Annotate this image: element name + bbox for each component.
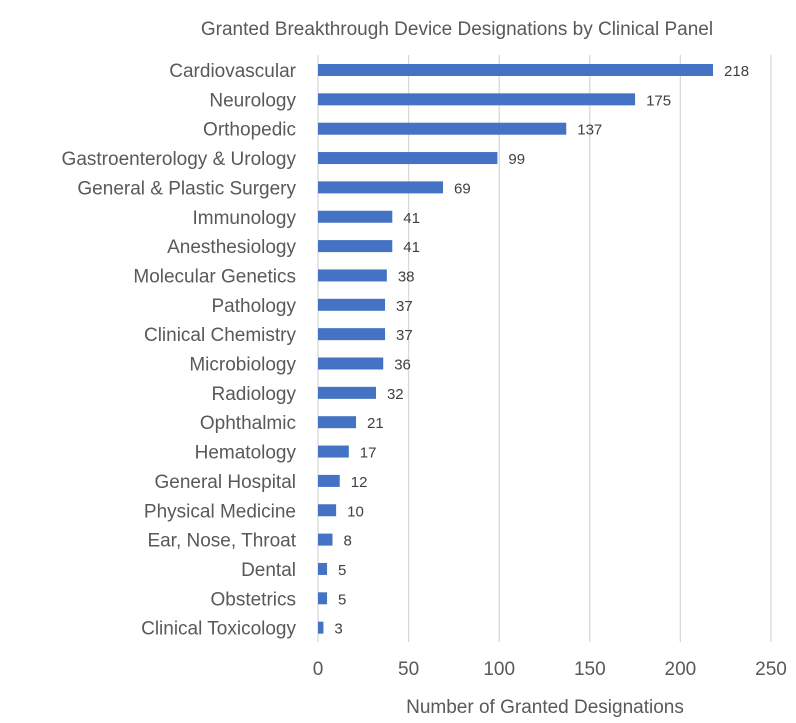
data-label: 37 <box>396 327 413 344</box>
x-tick-label: 250 <box>755 659 787 680</box>
category-label: Physical Medicine <box>144 501 296 522</box>
category-label: Cardiovascular <box>169 61 296 82</box>
data-label: 5 <box>338 591 346 608</box>
category-label: Molecular Genetics <box>133 266 296 287</box>
data-label: 12 <box>351 474 368 491</box>
bar <box>318 445 349 458</box>
category-labels: Cardiovascular Neurology Orthopedic Gastroe… <box>62 61 297 640</box>
data-label: 99 <box>508 151 525 168</box>
category-label: General & Plastic Surgery <box>77 178 296 199</box>
data-label: 41 <box>403 239 420 256</box>
data-label: 69 <box>454 180 471 197</box>
bar <box>318 298 386 311</box>
data-label: 17 <box>360 445 377 462</box>
bar <box>318 210 393 223</box>
data-label: 218 <box>724 63 749 80</box>
data-label: 32 <box>387 386 404 403</box>
x-tick-label: 200 <box>665 659 697 680</box>
category-label: Microbiology <box>189 355 296 376</box>
data-label: 38 <box>398 268 415 285</box>
category-label: Obstetrics <box>210 589 296 610</box>
data-label: 41 <box>403 210 420 227</box>
data-label: 137 <box>577 122 602 139</box>
bar <box>318 592 328 605</box>
chart-title: Granted Breakthrough Device Designations… <box>201 19 713 40</box>
data-label: 10 <box>347 503 364 520</box>
bar <box>318 357 384 370</box>
bar <box>318 474 340 487</box>
x-tick-label: 100 <box>483 659 515 680</box>
bar <box>318 386 376 399</box>
category-label: Ear, Nose, Throat <box>147 531 296 552</box>
bars <box>318 64 714 634</box>
category-label: General Hospital <box>154 472 296 493</box>
category-label: Pathology <box>211 296 296 317</box>
bar <box>318 122 567 135</box>
category-label: Clinical Toxicology <box>141 619 296 640</box>
bar <box>318 93 636 106</box>
data-label: 36 <box>394 357 411 374</box>
bar <box>318 181 444 194</box>
data-label: 175 <box>646 92 671 109</box>
category-label: Hematology <box>195 443 297 464</box>
bar <box>318 416 357 429</box>
bar <box>318 562 328 575</box>
bar <box>318 533 333 546</box>
data-label: 37 <box>396 298 413 315</box>
category-label: Radiology <box>212 384 297 405</box>
bar <box>318 269 387 282</box>
category-label: Ophthalmic <box>200 413 296 434</box>
x-axis-title: Number of Granted Designations <box>406 697 684 718</box>
data-label: 8 <box>343 533 351 550</box>
x-tick-label: 50 <box>398 659 419 680</box>
category-label: Anesthesiology <box>167 237 296 258</box>
category-label: Orthopedic <box>203 120 296 141</box>
bar <box>318 504 337 517</box>
category-label: Immunology <box>193 208 297 229</box>
data-label: 3 <box>334 621 342 638</box>
data-label: 5 <box>338 562 346 579</box>
bar <box>318 240 393 253</box>
data-label: 21 <box>367 415 384 432</box>
bar <box>318 328 386 341</box>
x-tick-labels: 0 50 100 150 200 250 <box>313 659 787 680</box>
bar <box>318 64 714 76</box>
x-tick-label: 150 <box>574 659 606 680</box>
x-tick-label: 0 <box>313 659 324 680</box>
category-label: Gastroenterology & Urology <box>62 149 297 170</box>
category-label: Clinical Chemistry <box>144 325 297 346</box>
bar <box>318 152 498 165</box>
category-label: Neurology <box>209 90 296 111</box>
bar <box>318 621 324 634</box>
gridlines <box>317 55 772 642</box>
category-label: Dental <box>241 560 296 581</box>
